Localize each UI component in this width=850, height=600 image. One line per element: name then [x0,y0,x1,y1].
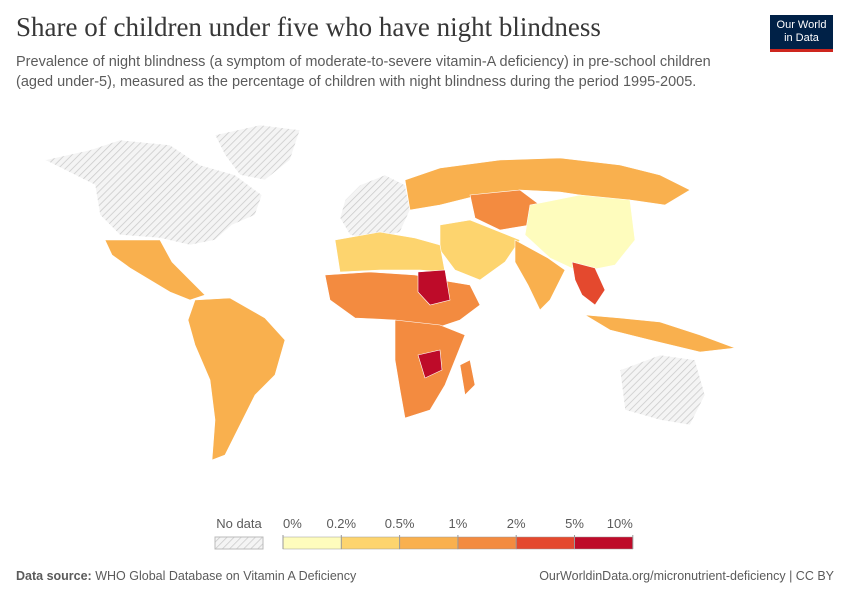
source: Data source: WHO Global Database on Vita… [16,569,356,583]
indonesia [584,314,736,353]
subtitle: Prevalence of night blindness (a symptom… [16,52,711,92]
countries [44,124,736,461]
china [524,194,636,273]
south-america [187,297,286,461]
russia [404,157,691,211]
legend-label: 5% [565,516,584,531]
title: Share of children under five who have ni… [16,12,601,42]
no-data-label: No data [216,516,262,531]
greenland [214,124,301,181]
no-data-swatch [214,536,264,550]
north-america [44,139,263,246]
legend-bin [399,536,459,550]
middle-east [439,219,521,281]
legend-bin [457,536,517,550]
legend-bin [282,536,342,550]
india [514,239,566,311]
source-text: WHO Global Database on Vitamin A Deficie… [95,569,357,583]
legend-label: 0.5% [385,516,415,531]
url[interactable]: OurWorldinData.org/micronutrient-deficie… [539,569,834,583]
subtitle-line: Prevalence of night blindness (a symptom… [16,54,711,70]
subtitle-line: (aged under-5), measured as the percenta… [16,74,697,90]
logo[interactable]: Our World in Data [770,15,833,52]
legend-bin [341,536,400,550]
north-africa [334,231,446,273]
australia [619,354,706,426]
central-america [104,239,206,301]
zambia [417,349,443,379]
legend-label: 0% [283,516,302,531]
legend-bin [574,536,634,550]
logo-line: Our World [776,19,827,31]
logo-line: in Data [784,32,819,44]
europe [339,174,411,241]
legend-label: 1% [449,516,468,531]
sudan [417,269,451,306]
source-label: Data source: [16,569,92,583]
madagascar [459,359,476,396]
legend: No data 0% 0.2% 0.5% 1% 2% 5% 10% [214,516,634,550]
legend-label: 0.2% [326,516,356,531]
southeast-asia [571,261,606,306]
legend-bin [515,536,575,550]
legend-label: 10% [607,516,633,531]
legend-label: 2% [507,516,526,531]
